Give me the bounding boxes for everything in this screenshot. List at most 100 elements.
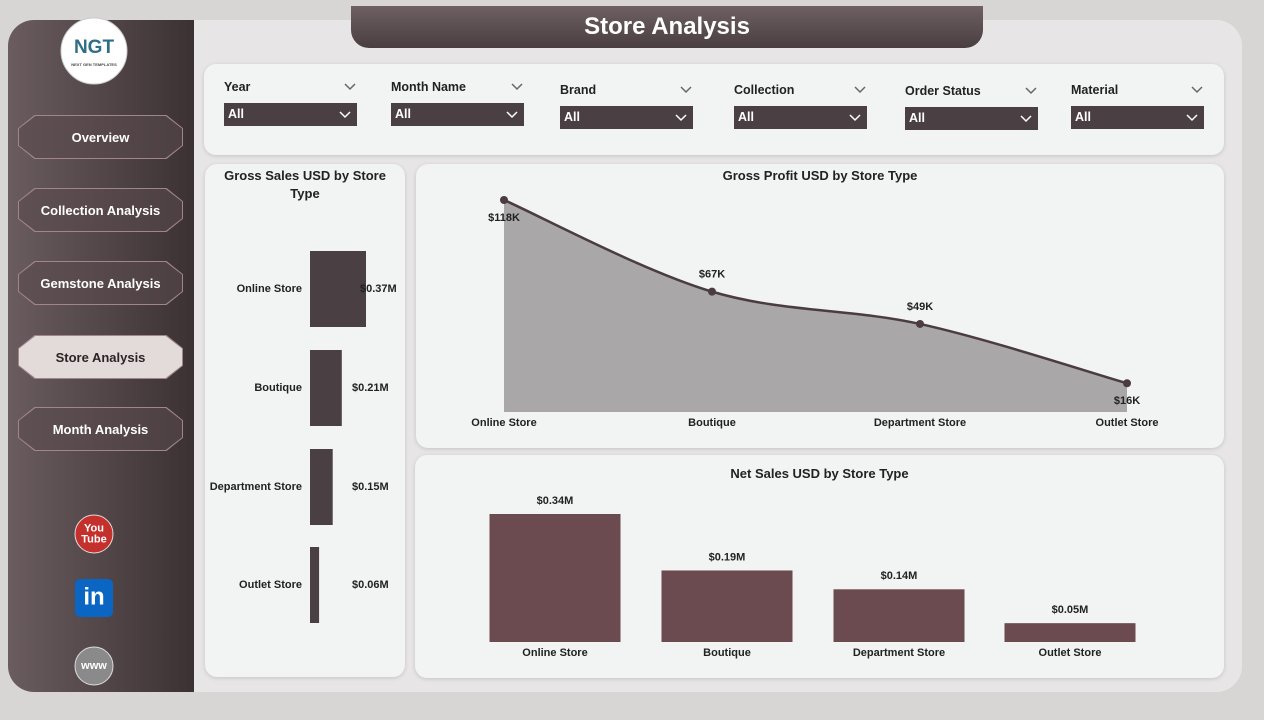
chart-panel: Gross Profit USD by Store Type $118K Onlin… [416,164,1224,448]
chart-title: Net Sales USD by Store Type [730,466,909,481]
chevron-path [1186,114,1198,122]
nav-label: Store Analysis [19,336,182,378]
chart: Online Store $0.37M Boutique $0.21M Departme… [210,251,397,623]
chevron-path [854,86,866,94]
nav-button[interactable]: Month Analysis [18,407,183,451]
nav-label: Collection Analysis [19,189,182,231]
chevron [675,114,687,122]
point [916,319,924,328]
filter-panel [204,64,1224,155]
logo-subtext: NEXT GEN TEMPLATES [71,62,117,67]
nav-button[interactable]: Collection Analysis [18,188,183,232]
category-label: Department Store [853,647,945,659]
category-label: Boutique [703,647,751,659]
category-label: Online Store [522,647,587,659]
chart-panel: Net Sales USD by Store Type $0.34M Online … [415,455,1224,678]
bar [310,251,366,327]
nav-button[interactable]: Store Analysis [18,335,183,379]
value-label: $0.19M [709,551,746,563]
chevron [854,86,866,94]
filter-dropdown[interactable]: All [391,103,524,126]
chevron [506,111,518,119]
value-label: $0.37M [360,283,397,295]
bar [661,570,793,642]
nav-label: Overview [19,116,182,158]
category-label: Online Store [471,417,536,429]
value-label: $16K [1114,395,1140,407]
icon-bg [74,514,114,554]
bar [310,350,342,426]
line [503,198,1128,385]
bar [1004,623,1136,642]
value-label: $67K [699,269,725,281]
category-label: Boutique [688,417,736,429]
filter-dropdown[interactable]: All [224,103,357,126]
social-icon[interactable]: www [74,646,114,686]
icon-text: Tube [81,533,106,545]
filter-dropdown[interactable]: All [1071,106,1204,129]
category-label: Outlet Store [1096,417,1159,429]
filter-label: Brand [560,83,597,97]
filter-label: Year [224,80,251,94]
category-label: Department Store [874,417,966,429]
nav-button[interactable]: Overview [18,115,183,159]
chevron-path [344,83,356,91]
chevron [339,111,351,119]
chevron [680,86,692,94]
nav-button[interactable]: Gemstone Analysis [18,261,183,305]
value-label: $0.05M [1052,604,1089,616]
chevron-path [511,83,523,91]
chart-title: Gross Profit USD by Store Type [722,168,918,183]
chevron [511,83,523,91]
icon-text: www [80,660,107,672]
icon-bg [74,646,114,686]
value-label: $49K [907,301,933,313]
point [500,196,508,204]
bar [310,449,333,525]
chevron [1020,115,1032,123]
chevron [849,114,861,122]
chevron-path [1020,115,1032,123]
chevron-path [1025,87,1037,95]
value-label: $0.06M [352,579,389,591]
value-label: $118K [488,212,520,224]
logo: NGT NEXT GEN TEMPLATES [60,17,128,85]
chevron [344,83,356,91]
filter-label: Material [1071,83,1119,97]
filter-dropdown[interactable]: All [560,106,693,129]
chevron-path [339,111,351,119]
filter-label: Order Status [905,84,981,98]
chevron-path [506,111,518,119]
category-label: Boutique [254,382,302,394]
bar [833,589,965,642]
category-label: Online Store [237,283,302,295]
chevron [1025,87,1037,95]
icon-text: in [83,583,104,610]
filter-dropdown[interactable]: All [734,106,867,129]
value-label: $0.14M [881,570,918,582]
point [1123,379,1131,388]
filter-label: Collection [734,83,795,97]
social-icon[interactable]: in [74,578,114,618]
chevron-path [1191,86,1203,94]
logo-text: NGT [74,37,115,58]
chart: $0.34M Online Store $0.19M Boutique $0.14M De… [489,495,1136,659]
category-label: Outlet Store [1039,647,1102,659]
filter-dropdown[interactable]: All [905,107,1038,130]
chart-title: Gross Sales USD by Store Type [224,168,386,201]
logo-circle [60,17,128,85]
value-label: $0.34M [537,495,574,507]
category-label: Outlet Store [239,579,302,591]
bar [489,514,621,642]
chevron-path [680,86,692,94]
bar [310,547,320,623]
chevron [1191,86,1203,94]
value-label: $0.15M [352,481,389,493]
icon-bg [75,579,113,617]
chart-panel: Gross Sales USD by Store Type Online Stor… [205,164,405,677]
value-label: $0.21M [352,382,389,394]
chart: $118K Online Store $67K Boutique $49K Departm… [471,196,1159,429]
nav-label: Gemstone Analysis [19,262,182,304]
